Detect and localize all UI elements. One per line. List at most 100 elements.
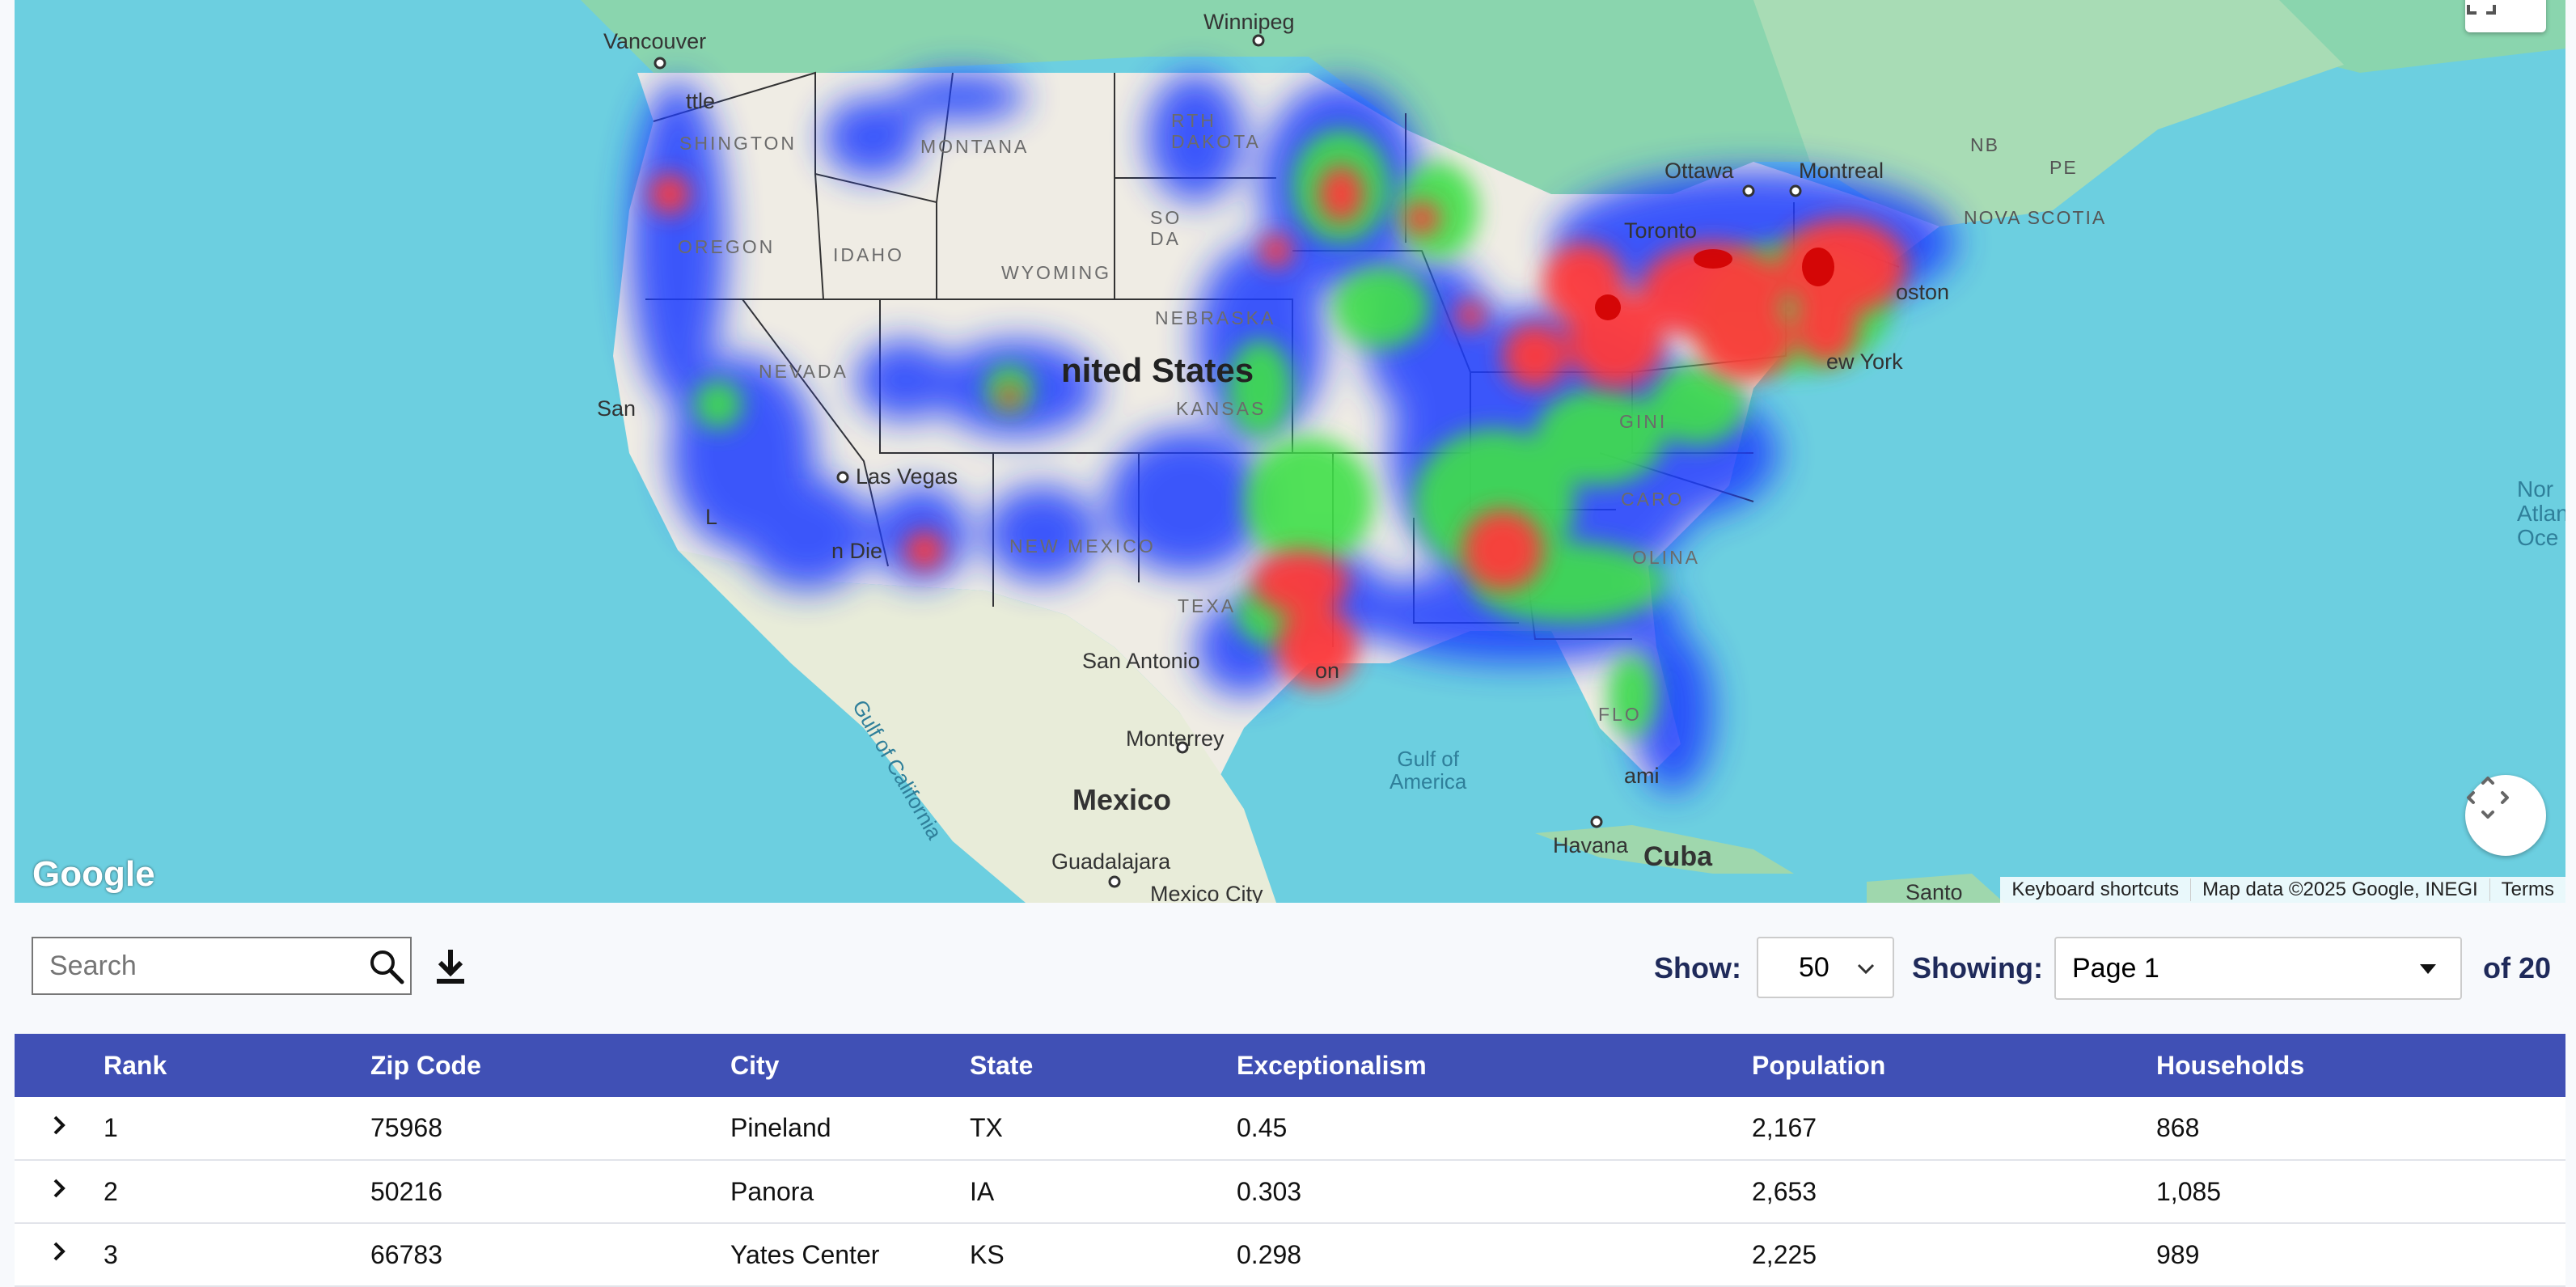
label-pe: PE — [2049, 157, 2078, 178]
cell-city: Pineland — [730, 1113, 831, 1142]
label-montana: MONTANA — [920, 136, 1030, 157]
label-texas: TEXA — [1178, 595, 1237, 616]
cell-state: KS — [970, 1239, 1005, 1269]
label-nova-scotia: NOVA SCOTIA — [1964, 207, 2107, 228]
chevron-right-icon — [53, 1179, 66, 1198]
label-san-antonio: San Antonio — [1082, 649, 1200, 673]
chevron-right-icon — [53, 1242, 66, 1261]
caribbean — [1867, 874, 2004, 903]
search-input[interactable] — [33, 938, 373, 993]
show-label: Show: — [1654, 951, 1741, 984]
label-north-dakota: RTH DAKOTA — [1171, 110, 1261, 152]
label-miami: ami — [1624, 764, 1660, 788]
label-florida: FLO — [1598, 704, 1642, 725]
camera-control-icon — [2467, 777, 2509, 819]
label-houston: on — [1315, 658, 1340, 683]
cell-exceptionalism: 0.45 — [1237, 1113, 1288, 1142]
table-controls: Show: 50 Showing: Page 1 of 20 — [15, 903, 2565, 1032]
label-new-mexico: NEW MEXICO — [1009, 536, 1156, 557]
label-idaho: IDAHO — [833, 244, 904, 265]
cell-households: 989 — [2156, 1239, 2200, 1269]
heat-red — [649, 166, 1907, 688]
label-las-vegas: Las Vegas — [856, 464, 958, 489]
cell-state: TX — [970, 1113, 1003, 1142]
search-icon[interactable] — [368, 948, 405, 989]
quebec-land — [1753, 0, 2344, 226]
page-size-select[interactable]: 50 — [1757, 937, 1894, 998]
cell-city: Yates Center — [730, 1239, 880, 1269]
label-san-francisco: San — [597, 396, 637, 421]
cell-population: 2,167 — [1752, 1113, 1817, 1142]
search-box — [32, 937, 412, 995]
label-seattle: ttle — [686, 89, 716, 113]
fullscreen-button[interactable] — [2465, 0, 2546, 32]
cell-households: 1,085 — [2156, 1176, 2222, 1206]
label-olina: OLINA — [1632, 547, 1701, 568]
label-carolina: CARO — [1621, 489, 1685, 510]
label-montreal: Montreal — [1799, 159, 1884, 183]
header-city[interactable]: City — [730, 1050, 780, 1080]
label-winnipeg: Winnipeg — [1203, 10, 1295, 34]
download-button[interactable] — [434, 946, 467, 989]
header-households[interactable]: Households — [2156, 1050, 2305, 1080]
baja — [831, 599, 977, 809]
header-state[interactable]: State — [970, 1050, 1034, 1080]
results-table: Rank Zip Code City State Exceptionalism … — [15, 1034, 2565, 1287]
camera-control-button[interactable] — [2465, 775, 2546, 856]
label-san-diego: n Die — [831, 539, 883, 563]
label-new-york: ew York — [1826, 349, 1903, 374]
chevron-right-icon — [53, 1116, 66, 1134]
cell-households: 868 — [2156, 1113, 2200, 1142]
label-wyoming: WYOMING — [1001, 262, 1111, 283]
google-logo: Google — [32, 854, 155, 894]
table-row[interactable]: 1 75968 Pineland TX 0.45 2,167 868 — [15, 1097, 2565, 1160]
label-oregon: OREGON — [678, 236, 776, 257]
map-data-credit: Map data ©2025 Google, INEGI — [2190, 878, 2489, 901]
table-row[interactable]: 2 50216 Panora IA 0.303 2,653 1,085 — [15, 1160, 2565, 1223]
label-south-dakota: SO DA — [1150, 207, 1182, 249]
label-santo: Santo — [1906, 880, 1963, 903]
page-select-value: Page 1 — [2072, 952, 2159, 984]
cell-zip: 66783 — [370, 1239, 442, 1269]
label-boston: oston — [1896, 280, 1950, 304]
heatmap-map[interactable]: Vancouver Winnipeg Ottawa Montreal Toron… — [15, 0, 2565, 903]
cell-rank: 2 — [104, 1176, 118, 1206]
label-havana: Havana — [1553, 833, 1629, 857]
cell-population: 2,225 — [1752, 1239, 1817, 1269]
expand-row-button[interactable] — [15, 1223, 104, 1286]
header-population[interactable]: Population — [1752, 1050, 1886, 1080]
page-size-value: 50 — [1799, 951, 1829, 983]
expand-row-button[interactable] — [15, 1097, 104, 1160]
label-gulf-of-america: Gulf of America — [1390, 747, 1467, 794]
cell-population: 2,653 — [1752, 1176, 1817, 1206]
header-rank[interactable]: Rank — [104, 1050, 167, 1080]
keyboard-shortcuts-link[interactable]: Keyboard shortcuts — [2011, 878, 2180, 900]
label-washington: SHINGTON — [679, 133, 797, 154]
terms-link[interactable]: Terms — [2489, 878, 2565, 901]
header-zip-code[interactable]: Zip Code — [370, 1050, 481, 1080]
page-count-label: of 20 — [2483, 951, 2552, 984]
header-exceptionalism[interactable]: Exceptionalism — [1237, 1050, 1427, 1080]
table-row[interactable]: 3 66783 Yates Center KS 0.298 2,225 989 — [15, 1223, 2565, 1286]
label-united-states: nited States — [1061, 351, 1254, 389]
cell-state: IA — [970, 1176, 995, 1206]
fullscreen-icon — [2467, 5, 2496, 15]
label-nebraska: NEBRASKA — [1155, 307, 1276, 328]
heat-peak — [1595, 248, 1834, 320]
cuba — [1535, 825, 1794, 874]
label-ottawa: Ottawa — [1664, 159, 1734, 183]
download-icon — [437, 950, 464, 984]
label-kansas: KANSAS — [1176, 398, 1267, 419]
label-north-atlantic: Nor Atlan Oce — [2517, 476, 2565, 550]
dropdown-arrow-icon — [2420, 964, 2436, 974]
label-cuba: Cuba — [1643, 841, 1712, 872]
page-select[interactable]: Page 1 — [2054, 937, 2462, 1000]
mexico-land — [678, 550, 1276, 903]
cell-rank: 3 — [104, 1239, 118, 1269]
cell-exceptionalism: 0.298 — [1237, 1239, 1302, 1269]
expand-row-button[interactable] — [15, 1160, 104, 1223]
label-toronto: Toronto — [1624, 218, 1698, 243]
label-vancouver: Vancouver — [603, 29, 707, 53]
label-virginia: GINI — [1619, 411, 1668, 432]
label-guadalajara: Guadalajara — [1051, 849, 1171, 874]
